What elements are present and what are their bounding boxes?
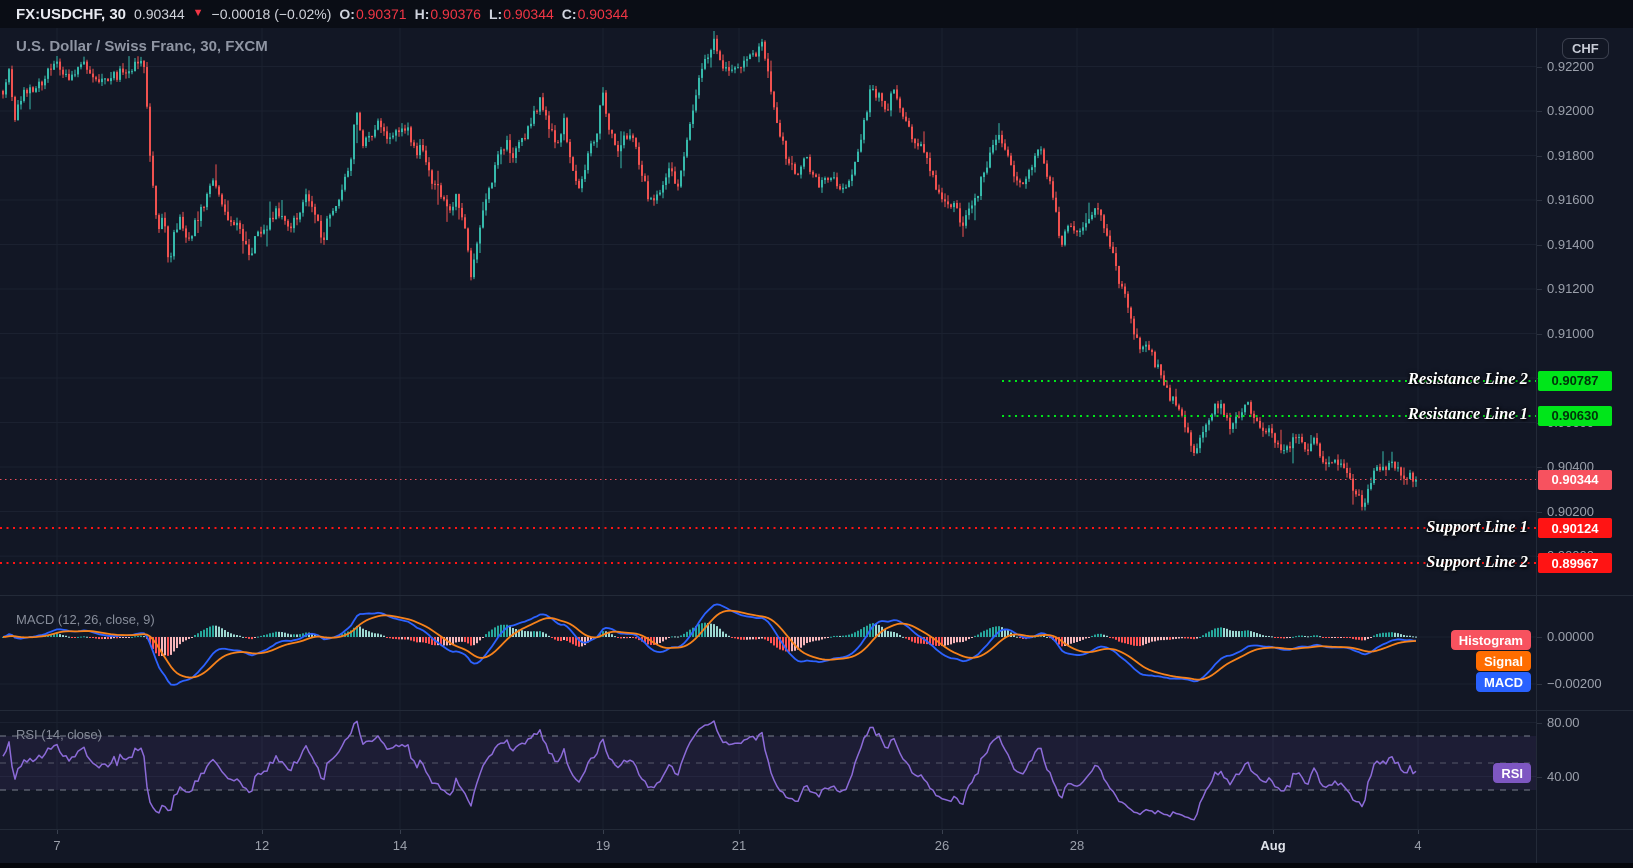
rsi-axis-label: 40.00 xyxy=(1547,768,1580,784)
support-line-label[interactable]: Support Line 2 xyxy=(1426,551,1528,571)
triangle-down-icon: ▼ xyxy=(192,7,204,19)
symbol-name[interactable]: FX:USDCHF, 30 xyxy=(16,5,127,23)
support-price-pill: 0.90124 xyxy=(1538,518,1612,539)
price-change: −0.00018 (−0.02%) xyxy=(211,6,332,22)
time-axis-tick xyxy=(1273,829,1274,834)
rsi-series-label: RSI xyxy=(1493,763,1531,783)
price-axis-tick xyxy=(1536,66,1542,68)
macd-line xyxy=(2,603,1417,686)
price-axis-label: 0.92200 xyxy=(1547,58,1594,74)
price-axis-label: 0.91000 xyxy=(1547,325,1594,341)
time-axis-tick xyxy=(57,829,58,834)
resistance-line[interactable] xyxy=(1002,414,1536,417)
last-price-line xyxy=(0,478,1536,481)
macd-plot xyxy=(2,603,1417,686)
pane-divider-macd-rsi[interactable] xyxy=(0,710,1633,711)
instrument-title[interactable]: U.S. Dollar / Swiss Franc, 30, FXCM xyxy=(16,38,268,55)
time-axis-label: 4 xyxy=(1414,838,1422,853)
time-axis[interactable]: 7 12 14 19 21 26 28 Aug 4 xyxy=(0,829,1633,863)
price-axis-tick xyxy=(1536,200,1542,202)
last-price-pill: 0.90344 xyxy=(1538,469,1612,490)
price-axis-tick xyxy=(1536,289,1542,291)
time-axis-label: Aug xyxy=(1260,838,1286,853)
support-line[interactable] xyxy=(0,562,1536,565)
support-line-label[interactable]: Support Line 1 xyxy=(1426,516,1528,536)
open-value: O: 0.90371 xyxy=(339,6,407,22)
price-axis-label: 0.92000 xyxy=(1547,103,1594,118)
time-axis-label: 26 xyxy=(934,838,950,853)
currency-toggle-button[interactable]: CHF xyxy=(1562,38,1609,59)
high-value: H: 0.90376 xyxy=(414,6,481,22)
signal-line xyxy=(2,609,1417,681)
close-value: C: 0.90344 xyxy=(561,6,629,22)
time-axis-tick xyxy=(1418,829,1419,834)
rsi-plot xyxy=(0,720,1536,821)
histogram-series-label: Histogram xyxy=(1450,630,1531,650)
time-axis-tick xyxy=(400,829,401,834)
candles xyxy=(2,31,1417,511)
rsi-axis-tick xyxy=(1536,776,1542,778)
time-axis-tick xyxy=(942,829,943,834)
price-axis-tick xyxy=(1536,333,1542,335)
resistance-line[interactable] xyxy=(1002,379,1536,382)
rsi-axis-label: 80.00 xyxy=(1547,714,1580,730)
price-axis-tick xyxy=(1536,244,1542,246)
time-axis-label: 12 xyxy=(254,838,270,853)
support-line[interactable] xyxy=(0,527,1536,530)
time-axis-label: 28 xyxy=(1069,838,1085,853)
price-axis-separator xyxy=(1536,28,1537,863)
pane-divider-price-macd[interactable] xyxy=(0,595,1633,596)
time-axis-border xyxy=(0,829,1633,830)
time-axis-tick xyxy=(739,829,740,834)
resistance-line-label[interactable]: Resistance Line 1 xyxy=(1407,404,1528,424)
macd-axis-label: 0.00000 xyxy=(1547,629,1594,644)
price-axis-label: 0.91800 xyxy=(1547,147,1594,163)
time-axis-label: 21 xyxy=(731,838,747,853)
symbol-info-bar: FX:USDCHF, 30 0.90344 ▼ −0.00018 (−0.02%… xyxy=(0,0,1633,28)
macd-series-label: MACD xyxy=(1476,672,1531,692)
time-axis-label: 19 xyxy=(595,838,611,853)
last-price: 0.90344 xyxy=(134,6,185,22)
resistance-price-pill: 0.90787 xyxy=(1538,370,1612,391)
price-axis-label: 0.91200 xyxy=(1547,281,1594,297)
low-value: L: 0.90344 xyxy=(488,6,554,22)
time-axis-tick xyxy=(603,829,604,834)
macd-axis-label: −0.00200 xyxy=(1547,676,1602,691)
support-price-pill: 0.89967 xyxy=(1538,553,1612,574)
time-axis-label: 14 xyxy=(392,838,408,853)
price-axis-tick xyxy=(1536,155,1542,157)
resistance-price-pill: 0.90630 xyxy=(1538,405,1612,426)
price-axis-tick xyxy=(1536,111,1542,112)
price-axis-label: 0.91400 xyxy=(1547,236,1594,252)
price-axis-tick xyxy=(1536,467,1542,469)
price-axis-label: 0.91600 xyxy=(1547,192,1594,208)
time-axis-tick xyxy=(262,829,263,834)
macd-axis-tick xyxy=(1536,684,1542,685)
time-axis-label: 7 xyxy=(53,838,61,853)
rsi-indicator-header[interactable]: RSI (14, close) xyxy=(16,727,102,742)
price-axis-tick xyxy=(1536,511,1542,513)
bottom-strip xyxy=(0,863,1633,868)
rsi-axis-tick xyxy=(1536,722,1542,724)
resistance-line-label[interactable]: Resistance Line 2 xyxy=(1407,369,1528,389)
macd-indicator-header[interactable]: MACD (12, 26, close, 9) xyxy=(16,612,155,627)
macd-axis-tick xyxy=(1536,637,1542,638)
signal-series-label: Signal xyxy=(1475,651,1531,671)
price-chart-canvas[interactable] xyxy=(0,28,1536,829)
price-axis-label: 0.90200 xyxy=(1547,503,1594,519)
time-axis-tick xyxy=(1077,829,1078,834)
rsi-line xyxy=(2,720,1417,821)
